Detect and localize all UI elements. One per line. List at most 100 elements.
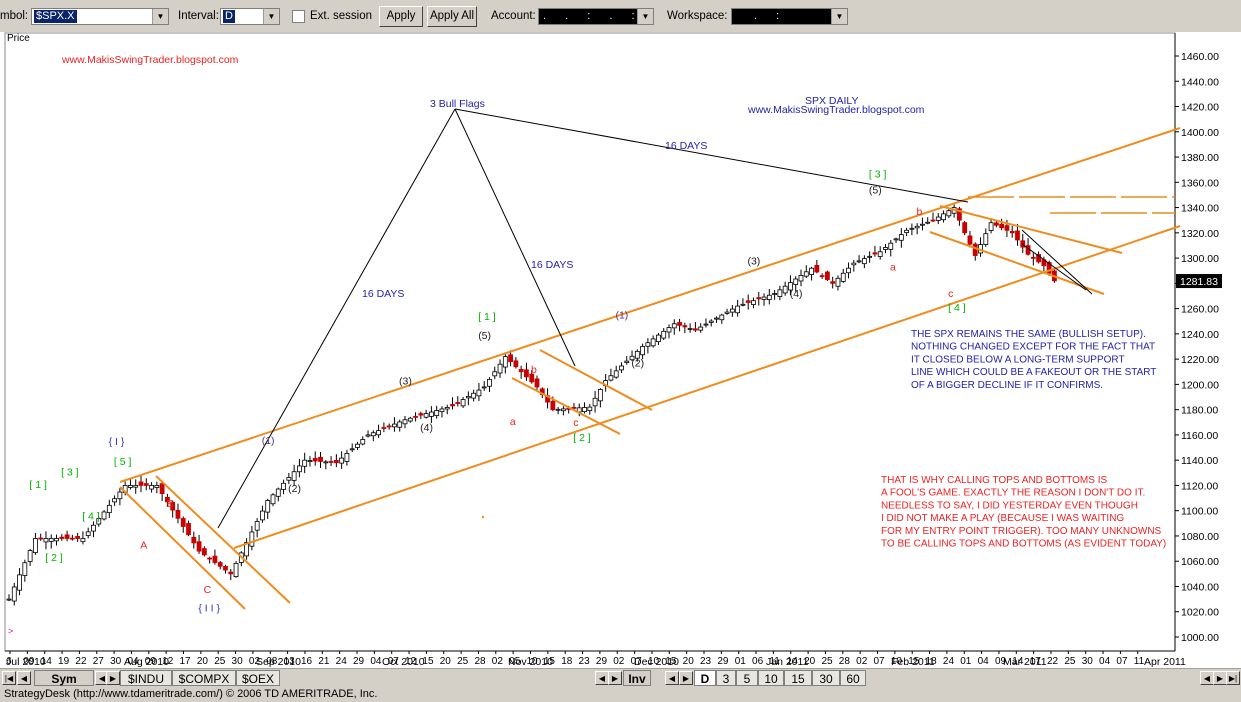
candle-body <box>370 432 376 437</box>
sheet-tab-compx[interactable]: $COMPX <box>172 670 236 686</box>
chart-subtitle: www.MakisSwingTrader.blogspot.com <box>747 104 925 116</box>
y-tick-label: 1360.00 <box>1181 177 1219 189</box>
interval-value[interactable]: D <box>223 10 235 23</box>
next-tab-icon[interactable]: ▶ <box>106 671 120 685</box>
chevron-down-icon[interactable]: ▼ <box>263 9 279 24</box>
x-tick-label: 04 <box>1099 656 1111 667</box>
pan-right-icon[interactable]: ▶ <box>1213 671 1227 685</box>
interval-tab[interactable]: D <box>694 670 716 686</box>
sheet-tabs-bar: |◀ ◀ Sym ◀ ▶ $INDU $COMPX $OEX ◀ ▶ Inv ◀… <box>0 668 1241 687</box>
candle-body <box>265 500 271 513</box>
flag-3-lower <box>929 231 1105 295</box>
y-tick-label: 1180.00 <box>1181 405 1218 417</box>
candle-body <box>941 213 946 221</box>
x-tick-label: 24 <box>943 656 955 667</box>
x-tick-label: 18 <box>926 656 938 667</box>
candle-body <box>872 252 878 255</box>
candle-body <box>112 498 117 503</box>
scroll-marker-icon: > <box>8 626 13 636</box>
candle-body <box>550 400 556 411</box>
chevron-down-icon[interactable]: ▼ <box>637 9 653 24</box>
x-tick-label: 28 <box>839 656 851 667</box>
candle-body <box>386 425 392 428</box>
x-tick-label: 13 <box>284 656 296 667</box>
account-value[interactable]: . . : . : <box>543 10 643 22</box>
apply-button[interactable]: Apply <box>379 6 423 27</box>
x-tick-label: 28 <box>474 656 486 667</box>
candle-body <box>624 360 630 363</box>
account-combo[interactable]: . . : . : ▼ <box>538 8 654 25</box>
x-tick-label: 10 <box>527 656 539 667</box>
days-label-left: 16 DAYS <box>362 288 404 300</box>
days-label-right: 16 DAYS <box>665 140 707 152</box>
x-tick-label: 02 <box>249 656 261 667</box>
candle-body <box>777 289 783 297</box>
interval-tab[interactable]: 3 <box>716 670 736 686</box>
bull-flag-right-leg <box>454 108 969 203</box>
chevron-down-icon[interactable]: ▼ <box>831 9 847 24</box>
x-tick-label: 11 <box>769 656 780 667</box>
wave-label: [ 3 ] <box>869 168 887 180</box>
workspace-value[interactable]: . : <box>754 10 788 22</box>
first-sheet-icon[interactable]: |◀ <box>2 671 16 685</box>
x-tick-label: 23 <box>700 656 712 667</box>
candle-body <box>196 541 202 552</box>
bull-flags-label: 3 Bull Flags <box>430 98 485 110</box>
candle-body <box>814 264 820 273</box>
interval-tab[interactable]: 10 <box>758 670 784 686</box>
workspace-combo[interactable]: . : ▼ <box>731 8 848 25</box>
chevron-down-icon[interactable]: ▼ <box>152 9 168 24</box>
candle-body <box>450 404 455 407</box>
pan-end-icon[interactable]: ▶| <box>1226 671 1240 685</box>
interval-combo[interactable]: D ▼ <box>220 8 280 25</box>
candle-body <box>381 427 387 429</box>
chart-area[interactable]: Price www.MakisSwingTrader.blogspot.com … <box>0 32 1241 668</box>
candle-body <box>59 536 65 539</box>
wave-label: B <box>167 498 174 510</box>
x-tick-label: 15 <box>665 656 677 667</box>
symbol-value[interactable]: $SPX.X <box>34 10 77 23</box>
next-interval-icon[interactable]: ▶ <box>679 671 693 685</box>
flag-2-lower <box>511 377 621 435</box>
price-chart[interactable]: Price www.MakisSwingTrader.blogspot.com … <box>0 32 1241 668</box>
ext-session-checkbox[interactable] <box>292 10 305 23</box>
sym-tab[interactable]: Sym <box>34 670 94 686</box>
wave-label: a <box>510 416 516 428</box>
candle-body <box>650 338 656 347</box>
interval-tab[interactable]: 5 <box>736 670 758 686</box>
x-tick-label: 24 <box>336 656 348 667</box>
x-tick-label: 04 <box>370 656 382 667</box>
symbol-combo[interactable]: $SPX.X ▼ <box>31 8 169 25</box>
candle-body <box>249 531 255 547</box>
x-tick-label: 17 <box>180 656 192 667</box>
scroll-right-icon[interactable]: ▶ <box>608 671 622 685</box>
interval-tab[interactable]: 15 <box>784 670 812 686</box>
wave-label: (1) <box>615 310 628 322</box>
y-tick-label: 1440.00 <box>1181 76 1219 88</box>
month-label: Apr 2011 <box>1144 656 1186 668</box>
apply-all-button[interactable]: Apply All <box>427 6 477 27</box>
candle-body <box>597 389 603 402</box>
prev-sheet-icon[interactable]: ◀ <box>17 671 31 685</box>
candle-body <box>439 408 445 413</box>
interval-label: Interval: <box>178 10 219 22</box>
candle-body <box>48 538 54 542</box>
candle-body <box>254 521 260 531</box>
scroll-left-icon[interactable]: ◀ <box>595 671 609 685</box>
note-red-line: A FOOL'S GAME. EXACTLY THE REASON I DON'… <box>881 488 1145 499</box>
interval-tab[interactable]: 30 <box>812 670 840 686</box>
month-label: Aug 2010 <box>124 656 169 668</box>
candle-body <box>233 562 239 578</box>
sheet-tab-indu[interactable]: $INDU <box>120 670 172 686</box>
wave-label: (2) <box>288 483 301 495</box>
prev-interval-icon[interactable]: ◀ <box>665 671 679 685</box>
sheet-tab-oex[interactable]: $OEX <box>236 670 280 686</box>
x-tick-label: 11 <box>1134 656 1145 667</box>
candle-body <box>851 262 857 266</box>
interval-tab[interactable]: 60 <box>840 670 866 686</box>
bull-flag-left-leg <box>217 108 456 529</box>
pan-left-icon[interactable]: ◀ <box>1200 671 1214 685</box>
inv-tab[interactable]: Inv <box>623 670 651 686</box>
y-tick-label: 1240.00 <box>1181 329 1219 341</box>
candle-body <box>207 557 213 560</box>
